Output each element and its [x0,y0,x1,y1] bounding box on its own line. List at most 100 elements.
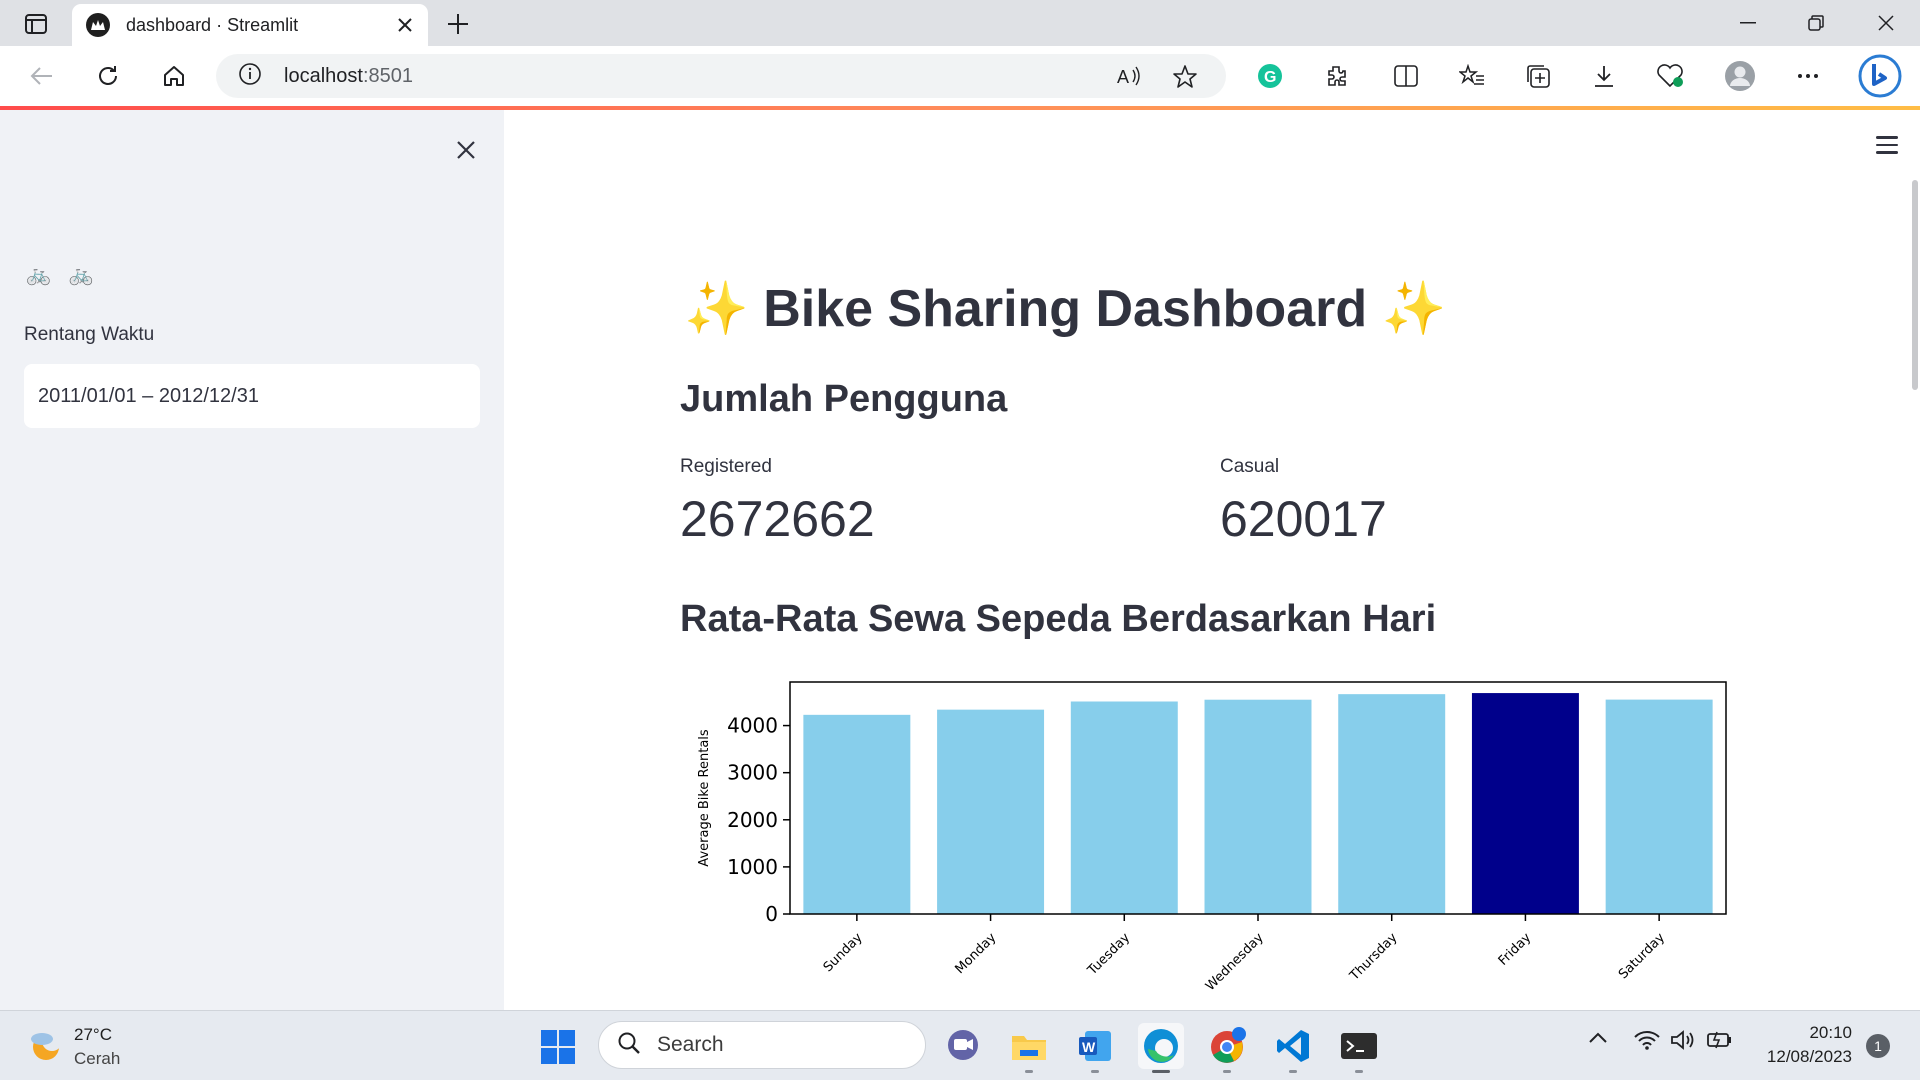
bar-chart: Sunday Monday Tuesday Wednesday Thursday Frid… [697,681,1727,994]
downloads-icon[interactable] [1584,58,1624,94]
streamlit-status-bar [0,106,1920,110]
favorite-star-icon[interactable] [1172,64,1198,95]
weather-widget[interactable]: 27°C Cerah [28,1023,120,1071]
read-aloud-icon[interactable]: A [1116,64,1142,93]
new-tab-icon[interactable] [442,8,474,40]
chrome-icon[interactable] [1204,1023,1250,1073]
running-indicator [1091,1070,1099,1073]
chart-header: Rata-Rata Sewa Sepeda Berdasarkan Hari [680,598,1437,640]
favorites-icon[interactable] [1452,58,1492,94]
sidebar-close-icon[interactable] [448,132,484,168]
system-clock[interactable]: 20:10 12/08/2023 [1752,1021,1852,1069]
bing-copilot-icon[interactable] [1856,52,1904,100]
chart-bar [1204,699,1312,914]
browser-tab-active[interactable]: dashboard · Streamlit [72,4,428,46]
file-explorer-icon[interactable] [1006,1023,1052,1073]
y-tick-label: 1000 [727,855,778,879]
back-icon[interactable] [22,58,62,94]
refresh-icon[interactable] [88,58,128,94]
tab-title: dashboard · Streamlit [126,14,299,35]
chart-bar [1471,693,1579,914]
split-screen-icon[interactable] [1386,58,1426,94]
chart-bar [803,714,911,914]
url-text: localhost:8501 [284,65,413,88]
y-tick-label: 0 [765,902,778,926]
volume-icon[interactable] [1670,1029,1696,1056]
vscode-icon[interactable] [1270,1023,1316,1073]
chart-bar [1070,701,1178,914]
date-range-input[interactable]: 2011/01/01 – 2012/12/31 [24,364,480,428]
home-icon[interactable] [154,58,194,94]
clock-date: 12/08/2023 [1766,1047,1852,1066]
site-info-icon[interactable] [238,62,262,91]
clock-time: 20:10 [1809,1023,1852,1042]
search-placeholder: Search [657,1033,724,1056]
running-indicator [1223,1070,1231,1073]
show-hidden-icons-chevron-icon[interactable] [1588,1031,1608,1049]
wifi-icon[interactable] [1634,1029,1660,1056]
sidebar: 🚲 🚲 Rentang Waktu 2011/01/01 – 2012/12/3… [0,110,504,1010]
metric-registered-value: 2672662 [680,491,875,547]
metric-casual-value: 620017 [1220,491,1387,547]
tab-close-icon[interactable] [390,10,420,40]
main-content: ✨ Bike Sharing Dashboard ✨ Jumlah Penggu… [504,110,1920,1010]
x-tick-label: Monday [952,930,999,977]
y-tick-label: 3000 [727,761,778,785]
grammarly-icon[interactable]: G [1250,58,1290,94]
battery-icon[interactable] [1706,1029,1734,1056]
notification-badge[interactable]: 1 [1866,1034,1890,1058]
chart-bar [1338,694,1446,914]
restore-icon[interactable] [1796,8,1836,38]
weather-moon-icon [28,1027,64,1068]
x-tick-label: Saturday [1616,930,1668,982]
edge-icon[interactable] [1138,1023,1184,1073]
window-close-icon[interactable] [1866,8,1906,38]
main-menu-icon[interactable] [1870,130,1904,160]
metric-registered-label: Registered [680,456,772,477]
taskbar-search-box[interactable]: Search [598,1021,926,1069]
browser-essentials-icon[interactable] [1650,58,1690,94]
y-tick-label: 4000 [727,714,778,738]
chart-bar [1605,699,1713,914]
running-indicator [1025,1070,1033,1073]
windows-start-icon[interactable] [540,1029,576,1070]
x-tick-label: Friday [1496,930,1535,969]
teams-chat-icon[interactable] [940,1023,986,1069]
url-port: :8501 [362,64,413,87]
plot-frame [789,681,1727,915]
extensions-icon[interactable] [1316,58,1356,94]
word-icon[interactable]: W [1072,1023,1118,1073]
scrollbar[interactable] [1912,180,1918,390]
address-bar[interactable]: localhost:8501 A [216,54,1226,98]
svg-text:G: G [1264,69,1276,86]
search-icon [617,1031,641,1060]
collections-icon[interactable] [1518,58,1558,94]
sidebar-logo: 🚲 🚲 [26,264,100,286]
svg-text:W: W [1082,1039,1096,1055]
y-tick-label: 2000 [727,808,778,832]
date-range-label: Rentang Waktu [24,324,155,345]
svg-text:A: A [1117,67,1129,87]
x-tick-label: Sunday [821,930,866,975]
terminal-icon[interactable] [1336,1023,1382,1073]
profile-avatar-icon[interactable] [1720,58,1760,94]
running-indicator [1289,1070,1297,1073]
x-tick-label: Wednesday [1203,930,1267,994]
minimize-icon[interactable] [1728,8,1768,38]
users-header: Jumlah Pengguna [680,378,1008,420]
weather-temp: 27°C [74,1025,112,1044]
url-host: localhost [284,64,363,87]
x-tick-label: Tuesday [1084,930,1133,979]
running-indicator [1355,1070,1363,1073]
x-tick-label: Thursday [1346,930,1400,984]
y-axis-label: Average Bike Rentals [697,729,712,867]
browser-toolbar: localhost:8501 A G [0,46,1920,106]
browser-titlebar: dashboard · Streamlit [0,0,1920,46]
active-indicator [1152,1070,1170,1073]
taskbar: 27°C Cerah Search W [0,1010,1920,1080]
weather-condition: Cerah [74,1049,121,1068]
metric-casual-label: Casual [1220,456,1280,477]
more-options-icon[interactable] [1788,58,1828,94]
streamlit-favicon-icon [86,13,110,37]
tab-actions-icon[interactable] [18,10,54,38]
